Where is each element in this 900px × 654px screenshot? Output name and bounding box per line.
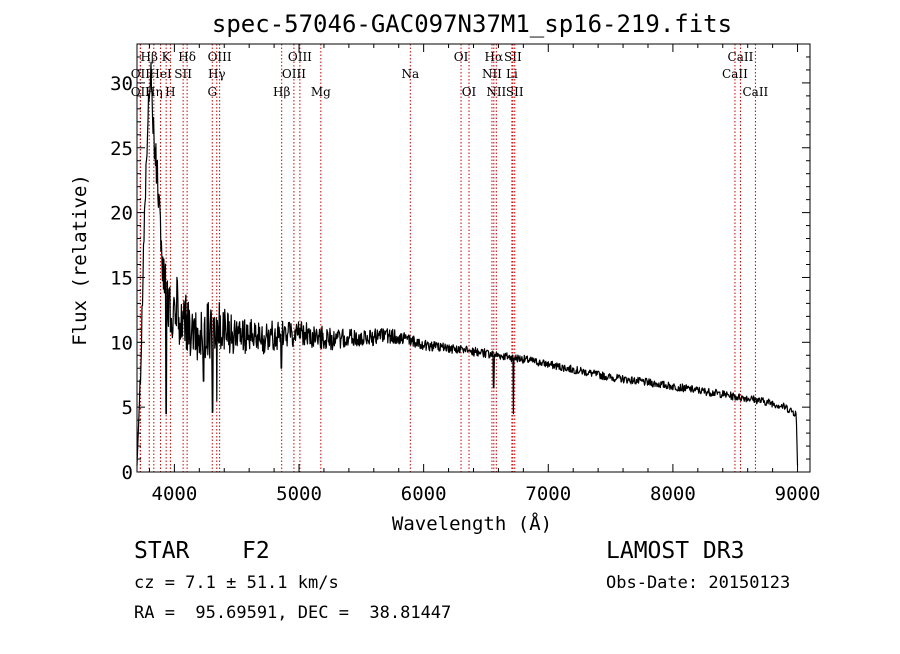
- line-marker-label: SII: [506, 85, 524, 99]
- x-tick-label: 9000: [775, 483, 821, 505]
- line-marker-label: OI: [454, 50, 469, 64]
- line-marker-label: Hα: [485, 50, 504, 64]
- line-marker-label: OII: [131, 67, 151, 81]
- x-tick-label: 7000: [525, 483, 571, 505]
- line-marker-label: NII: [482, 67, 502, 81]
- spectrum-series: [136, 61, 799, 466]
- plot-frame: [136, 43, 811, 473]
- line-marker-label: CaII: [742, 85, 768, 99]
- redshift-velocity: cz = 7.1 ± 51.1 km/s: [134, 573, 339, 593]
- coordinates: RA = 95.69591, DEC = 38.81447: [134, 603, 452, 623]
- line-marker-label: K: [162, 50, 172, 64]
- x-axis-label: Wavelength (Å): [392, 512, 552, 535]
- y-axis-label: Flux (relative): [69, 174, 91, 346]
- y-tick-label: 20: [110, 203, 133, 225]
- line-marker-label: HeI: [149, 67, 172, 81]
- line-marker-label: NII: [486, 85, 506, 99]
- y-tick-label: 25: [110, 138, 133, 160]
- survey-name: LAMOST DR3: [606, 538, 745, 564]
- line-marker-label: SII: [174, 67, 192, 81]
- object-subclass: F2: [242, 538, 270, 564]
- line-marker-label: OIII: [208, 50, 232, 64]
- object-class: STAR: [134, 538, 190, 564]
- y-tick-label: 10: [110, 332, 133, 354]
- line-marker-label: Mg: [311, 85, 331, 99]
- y-tick-label: 5: [122, 397, 133, 419]
- line-marker-label: Hβ: [141, 50, 158, 64]
- line-marker-label: Hη: [145, 85, 163, 99]
- y-tick-label: 15: [110, 267, 133, 289]
- spectrum-line: [136, 61, 799, 466]
- x-tick-label: 6000: [401, 483, 447, 505]
- line-marker-label: OIII: [288, 50, 312, 64]
- line-marker-label: OII: [131, 85, 151, 99]
- x-tick-label: 4000: [152, 483, 198, 505]
- line-marker-label: H: [165, 85, 175, 99]
- x-tick-label: 5000: [276, 483, 322, 505]
- x-tick-label: 8000: [650, 483, 696, 505]
- line-marker-label: Hγ: [208, 67, 226, 81]
- axis-ticks: 4000 5000 6000 7000 8000 9000 0 5 10 15 20 25 30: [110, 44, 820, 505]
- line-marker-label: CaII: [728, 50, 754, 64]
- line-marker-label: Na: [401, 67, 419, 81]
- y-tick-label: 30: [110, 73, 133, 95]
- line-marker-label: CaII: [722, 67, 748, 81]
- y-tick-label: 0: [122, 462, 133, 484]
- line-marker-label: G: [207, 85, 217, 99]
- line-marker-label: OIII: [282, 67, 306, 81]
- line-marker-label: Hβ: [273, 85, 290, 99]
- line-marker-label: Hδ: [178, 50, 196, 64]
- line-marker-label: OI: [462, 85, 477, 99]
- chart-title: spec-57046-GAC097N37M1_sp16-219.fits: [212, 10, 732, 38]
- line-marker-label: Li: [506, 67, 518, 81]
- line-marker-label: SII: [504, 50, 522, 64]
- observation-date: Obs-Date: 20150123: [606, 573, 791, 593]
